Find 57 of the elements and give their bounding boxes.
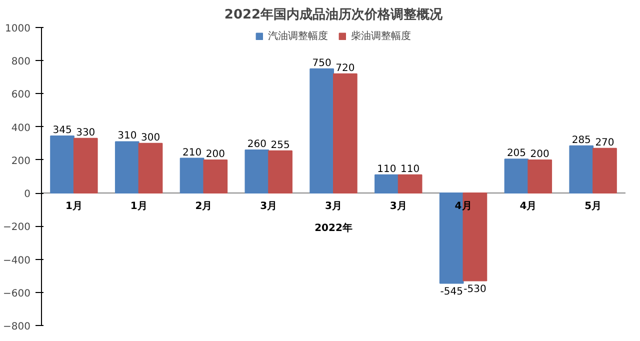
data-label: 345 <box>52 124 72 136</box>
x-tick-label: 5月 <box>584 201 602 212</box>
y-tick-label: 400 <box>11 122 31 134</box>
data-label: 270 <box>595 137 614 148</box>
x-tick-label: 4月 <box>520 201 537 212</box>
data-label: 750 <box>312 58 332 69</box>
y-tick-label: 200 <box>11 156 31 167</box>
bar <box>462 192 488 282</box>
y-tick-label: −200 <box>3 222 31 234</box>
bar <box>528 159 552 194</box>
data-label: 210 <box>182 147 202 158</box>
bar <box>50 135 74 194</box>
y-tick-label: 600 <box>11 90 31 101</box>
bar <box>114 141 140 194</box>
bar <box>504 158 529 194</box>
x-tick-label: 1月 <box>65 201 82 212</box>
bar <box>138 142 163 194</box>
data-label: 205 <box>506 148 526 160</box>
legend-label: 汽油调整幅度 <box>268 30 328 43</box>
data-label: 255 <box>270 140 290 151</box>
data-label: -545 <box>440 286 463 298</box>
data-label: 110 <box>377 164 396 175</box>
y-tick-label: −400 <box>3 255 31 266</box>
data-label: 310 <box>118 130 137 142</box>
x-tick-label: 3月 <box>325 201 342 212</box>
y-tick-label: −600 <box>3 288 31 300</box>
bar <box>73 138 98 194</box>
data-label: 720 <box>336 62 355 74</box>
bar <box>244 150 270 194</box>
chart-title: 2022年国内成品油历次价格调整概况 <box>224 8 444 22</box>
y-tick-label: 0 <box>24 189 31 200</box>
bar <box>374 174 399 194</box>
data-label: 285 <box>572 134 591 146</box>
x-axis-title: 2022年 <box>314 222 352 234</box>
legend-label: 柴油调整幅度 <box>351 30 411 43</box>
data-label: 330 <box>76 127 96 138</box>
x-tick-label: 2月 <box>195 201 212 212</box>
x-tick-label: 1月 <box>130 201 148 212</box>
y-tick-label: −800 <box>3 322 31 332</box>
bar <box>180 158 204 194</box>
bar <box>398 174 422 194</box>
bar <box>203 159 228 194</box>
data-label: 110 <box>400 164 420 175</box>
y-tick-label: 1000 <box>5 24 31 34</box>
data-label: -530 <box>464 284 486 295</box>
data-label: 300 <box>140 132 160 144</box>
bar <box>310 68 334 194</box>
data-label: 200 <box>530 148 550 160</box>
y-tick-label: 800 <box>11 56 31 68</box>
data-label: 260 <box>247 139 266 150</box>
x-tick-label: 3月 <box>390 201 407 212</box>
x-tick-label: 3月 <box>260 201 278 212</box>
bar <box>569 145 594 194</box>
bar <box>592 148 617 194</box>
data-label: 200 <box>206 148 225 160</box>
bar <box>333 73 358 194</box>
bar <box>268 150 292 194</box>
